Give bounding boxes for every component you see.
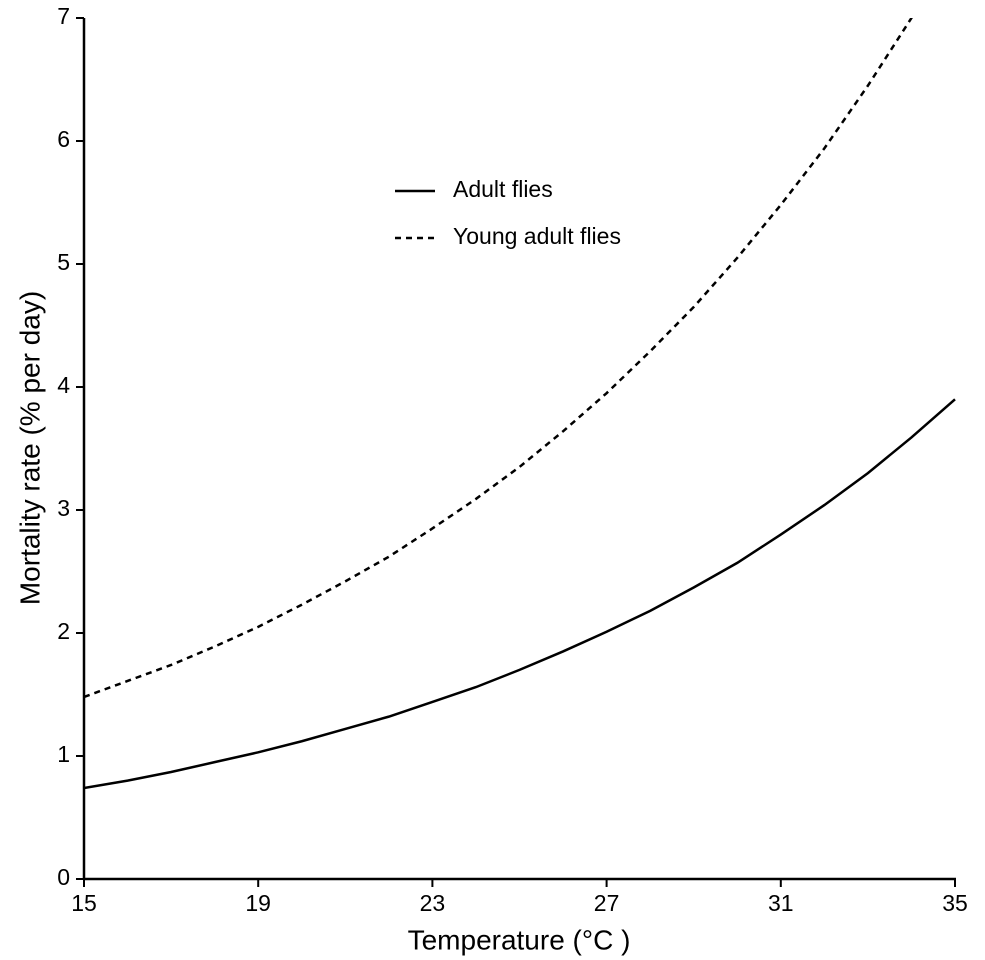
- legend-label: Young adult flies: [453, 223, 621, 249]
- x-tick-label: 35: [942, 890, 968, 916]
- series-line: [84, 18, 913, 699]
- y-tick-label: 1: [57, 741, 70, 767]
- y-tick-label: 4: [57, 372, 70, 398]
- x-tick-label: 27: [594, 890, 620, 916]
- y-tick-label: 6: [57, 126, 70, 152]
- y-tick-label: 5: [57, 249, 70, 275]
- x-tick-label: 23: [420, 890, 446, 916]
- x-axis-title: Temperature (°C ): [408, 924, 631, 955]
- y-tick-label: 2: [57, 618, 70, 644]
- x-tick-label: 19: [245, 890, 271, 916]
- y-tick-label: 3: [57, 495, 70, 521]
- x-tick-label: 15: [71, 890, 97, 916]
- y-axis-title: Mortality rate (% per day): [14, 291, 45, 605]
- y-tick-label: 0: [57, 864, 70, 890]
- series-line: [84, 398, 956, 790]
- y-tick-label: 7: [57, 3, 70, 29]
- x-tick-label: 31: [768, 890, 794, 916]
- legend-label: Adult flies: [453, 176, 553, 202]
